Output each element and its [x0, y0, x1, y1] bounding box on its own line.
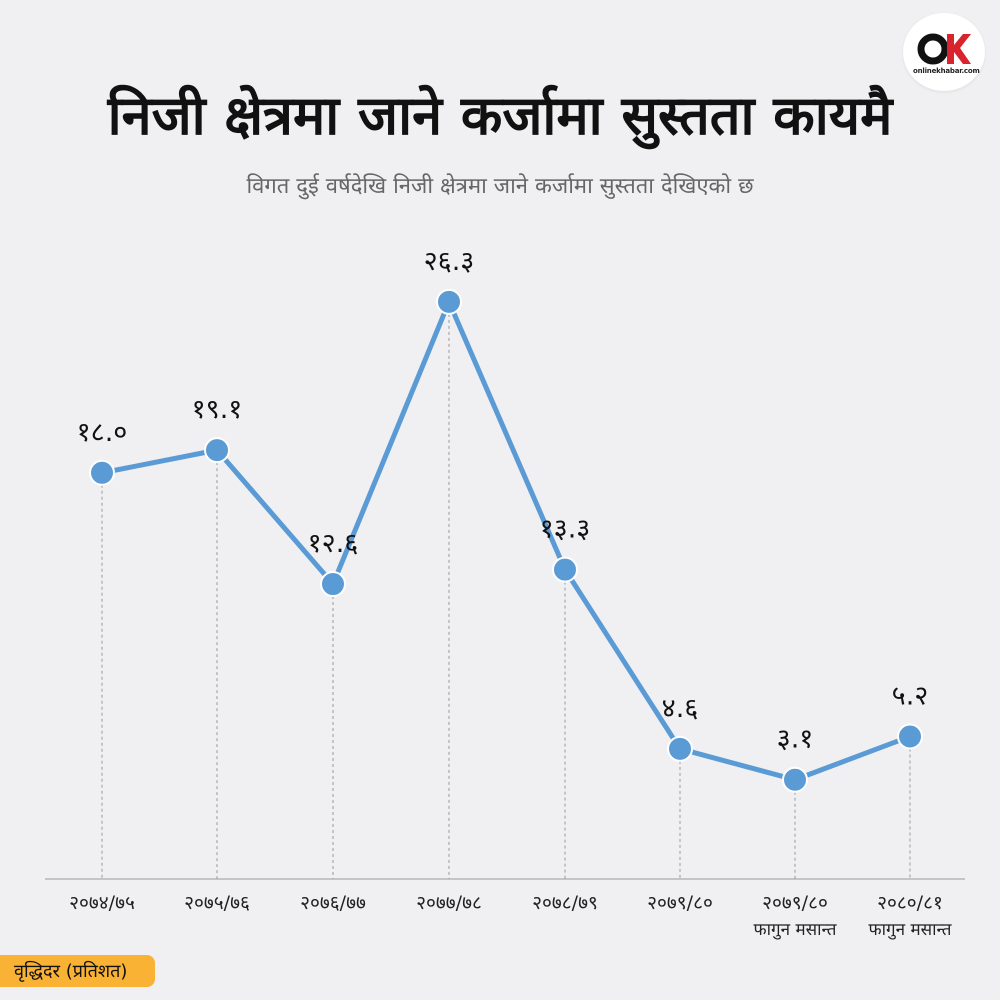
x-tick-label: २०७६/७७ [300, 892, 366, 914]
data-point [782, 766, 808, 793]
x-tick-label: फागुन मसान्त [869, 920, 952, 940]
data-point [897, 723, 923, 750]
page-title: निजी क्षेत्रमा जाने कर्जामा सुस्तता कायम… [107, 84, 893, 147]
x-tick-label: २०७८/७९ [532, 892, 598, 914]
data-label: ३.१ [777, 724, 814, 755]
data-point [436, 288, 462, 315]
x-tick-label: २०७४/७५ [69, 892, 135, 914]
data-label: १९.१ [192, 394, 243, 425]
data-label: ५.२ [892, 680, 929, 711]
data-point [552, 556, 578, 583]
data-point [89, 459, 115, 486]
data-point [320, 571, 346, 598]
unit-label: वृद्धिदर (प्रतिशत) [0, 955, 156, 987]
series-line [101, 299, 911, 783]
x-tick-label: २०७९/८० [762, 892, 828, 914]
page-subtitle: विगत दुई वर्षदेखि निजी क्षेत्रमा जाने कर… [246, 174, 754, 199]
x-tick-label: २०७७/७८ [416, 892, 482, 914]
x-tick-label: २०७९/८० [647, 892, 713, 914]
logo-text: onlinekhabar.com [913, 67, 980, 75]
x-tick-label: फागुन मसान्त [754, 920, 837, 940]
data-label: १२.६ [308, 528, 359, 559]
data-label: ४.६ [662, 693, 699, 724]
data-label: १८.० [77, 417, 128, 448]
brand-logo: onlinekhabar.com [903, 13, 985, 91]
x-tick-label: २०७५/७६ [184, 892, 250, 914]
data-point [667, 735, 693, 762]
data-label: २६.३ [424, 246, 475, 277]
ok-logo-icon [917, 33, 971, 65]
x-tick-label: २०८०/८१ [877, 892, 943, 914]
data-label: १३.३ [540, 514, 591, 545]
data-point [204, 437, 230, 464]
